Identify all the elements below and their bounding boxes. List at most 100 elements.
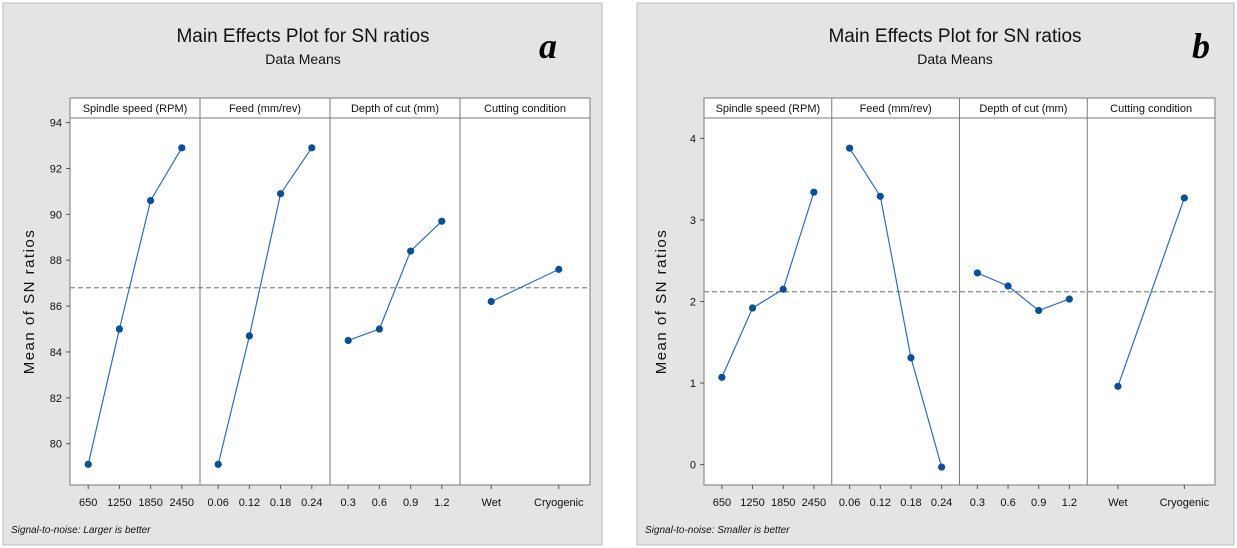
factor-label: Feed (mm/rev): [229, 103, 301, 115]
x-tick-label: 0.24: [931, 497, 952, 509]
x-tick-label: 1.2: [1062, 497, 1077, 509]
data-point: [876, 192, 884, 200]
data-point: [779, 285, 787, 293]
factor-panel: Spindle speed (RPM) 650 1250 1850 2450: [713, 103, 826, 509]
data-point: [748, 304, 757, 312]
x-tick-label: 1250: [740, 497, 764, 509]
data-point: [178, 144, 186, 152]
data-point: [555, 265, 563, 273]
series-line: [87, 147, 183, 465]
factor-panel: Spindle speed (RPM) 650 1250 1850 2450: [79, 103, 194, 509]
data-point: [308, 144, 316, 152]
chart-subtitle: Data Means: [917, 51, 992, 67]
y-tick-label: 0: [690, 460, 696, 472]
data-point: [718, 373, 726, 381]
x-tick-label: 0.9: [403, 497, 418, 509]
data-point: [938, 463, 946, 471]
data-point: [1180, 194, 1188, 202]
factor-label: Spindle speed (RPM): [716, 103, 821, 115]
x-tick-label: 0.6: [372, 497, 387, 509]
series-line: [721, 192, 815, 378]
x-tick-label: 0.18: [270, 497, 291, 509]
x-tick-label: 0.12: [870, 497, 891, 509]
factor-panel: Depth of cut (mm) 0.3 0.6 0.9 1.2: [959, 98, 1077, 509]
x-tick-label: 1850: [138, 497, 162, 509]
x-tick-label: 0.18: [900, 497, 921, 509]
series-line: [347, 220, 443, 342]
data-point: [487, 297, 495, 306]
y-tick-label: 4: [690, 133, 696, 145]
chart-subtitle: Data Means: [265, 51, 340, 67]
chart-title: Main Effects Plot for SN ratios: [828, 26, 1081, 47]
chart-panel-a: Main Effects Plot for SN ratios Data Mean…: [2, 2, 603, 546]
series-line: [977, 272, 1070, 312]
y-tick-label: 84: [50, 347, 62, 359]
data-point: [810, 188, 818, 196]
panel-letter: a: [539, 26, 557, 66]
x-tick-label: Cryogenic: [1160, 497, 1210, 509]
factor-panel: Cutting condition Wet Cryogenic: [1086, 98, 1210, 509]
data-point: [1065, 295, 1073, 303]
x-tick-label: 1850: [771, 497, 795, 509]
y-tick-label: 3: [690, 215, 696, 227]
y-tick-label: 2: [690, 297, 696, 309]
x-tick-label: Wet: [1108, 497, 1127, 509]
x-tick-label: 0.9: [1031, 497, 1046, 509]
y-tick-label: 86: [50, 301, 62, 313]
data-point: [277, 190, 285, 198]
y-tick-label: 90: [50, 209, 62, 221]
factor-label: Spindle speed (RPM): [83, 103, 188, 115]
x-tick-label: 2450: [802, 497, 826, 509]
y-tick-label: 92: [50, 163, 62, 175]
y-axis-label: Mean of SN ratios: [653, 229, 670, 375]
y-tick-label: 80: [50, 439, 62, 451]
series-line: [217, 147, 313, 465]
y-tick-label: 82: [50, 393, 62, 405]
chart-title: Main Effects Plot for SN ratios: [176, 26, 429, 47]
data-point: [407, 247, 415, 255]
x-tick-label: 0.3: [970, 497, 985, 509]
factor-panel: Cutting condition Wet Cryogenic: [459, 98, 584, 509]
footnote: Signal-to-noise: Larger is better: [11, 525, 151, 536]
data-point: [907, 354, 915, 362]
data-point: [344, 336, 352, 345]
footnote: Signal-to-noise: Smaller is better: [645, 525, 790, 536]
data-point: [1035, 306, 1043, 315]
y-tick-label: 1: [690, 378, 696, 390]
data-point: [438, 217, 446, 225]
x-tick-label: 0.12: [239, 497, 260, 509]
series-line: [849, 147, 943, 468]
factor-panel: Depth of cut (mm) 0.3 0.6 0.9 1.2: [329, 98, 449, 509]
factor-panel: Feed (mm/rev) 0.06 0.12 0.18 0.24: [199, 98, 323, 509]
x-tick-label: 2450: [170, 497, 194, 509]
series-line: [490, 268, 560, 303]
panel-letter: b: [1192, 26, 1210, 66]
data-point: [214, 460, 222, 468]
factor-label: Depth of cut (mm): [351, 103, 439, 115]
x-tick-label: 1250: [107, 497, 131, 509]
factor-label: Cutting condition: [1110, 103, 1192, 115]
x-tick-label: 0.6: [1000, 497, 1015, 509]
data-point: [115, 325, 123, 333]
factor-label: Depth of cut (mm): [979, 103, 1067, 115]
x-tick-label: 650: [713, 497, 731, 509]
x-tick-label: 0.3: [341, 497, 356, 509]
x-tick-label: 650: [79, 497, 97, 509]
data-point: [1004, 282, 1012, 290]
data-point: [1114, 382, 1122, 390]
x-tick-label: 0.06: [207, 497, 228, 509]
factor-panel: Feed (mm/rev) 0.06 0.12 0.18 0.24: [831, 98, 952, 509]
x-tick-label: 0.24: [301, 497, 322, 509]
series-line: [1117, 197, 1185, 387]
x-tick-label: 0.06: [839, 497, 860, 509]
x-tick-label: Wet: [482, 497, 501, 509]
chart-panel-b: Main Effects Plot for SN ratios Data Mean…: [636, 2, 1235, 546]
y-axis-label: Mean of SN ratios: [21, 229, 38, 375]
data-point: [84, 460, 92, 468]
data-point: [973, 269, 981, 277]
data-point: [846, 144, 854, 152]
factor-label: Feed (mm/rev): [860, 103, 932, 115]
data-point: [245, 332, 253, 340]
x-tick-label: 1.2: [434, 497, 449, 509]
